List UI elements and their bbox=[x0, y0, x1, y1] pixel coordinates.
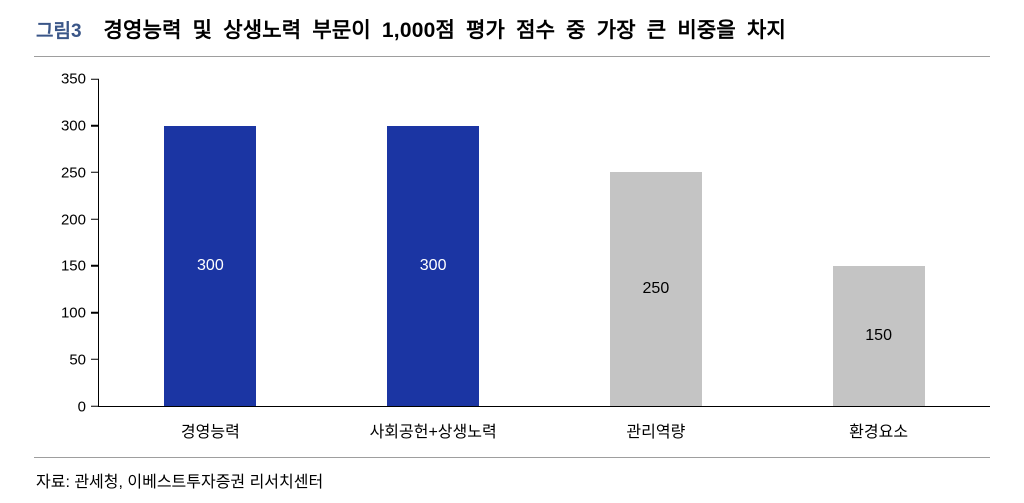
bar-1: 300 bbox=[164, 125, 257, 406]
y-tick-mark bbox=[91, 78, 99, 80]
y-tick-mark bbox=[91, 405, 99, 407]
y-tick-mark bbox=[91, 265, 99, 267]
bar-value-label: 250 bbox=[642, 280, 670, 298]
y-tick-mark bbox=[91, 171, 99, 174]
y-tick-mark bbox=[91, 124, 99, 127]
y-tick-label: 250 bbox=[60, 164, 86, 182]
footer-divider bbox=[34, 457, 990, 458]
x-category-label: 환경요소 bbox=[849, 424, 909, 441]
bar-2: 300 bbox=[387, 125, 480, 406]
y-tick-label: 200 bbox=[60, 211, 86, 229]
y-tick-label: 150 bbox=[60, 257, 86, 275]
y-tick-label: 50 bbox=[69, 351, 86, 369]
source-text: 자료: 관세청, 이베스트투자증권 리서치센터 bbox=[36, 474, 324, 491]
report-figure-page: 그림3 경영능력 및 상생노력 부문이 1,000점 평가 점수 중 가장 큰 … bbox=[34, 10, 990, 491]
figure-header: 그림3 경영능력 및 상생노력 부문이 1,000점 평가 점수 중 가장 큰 … bbox=[34, 10, 990, 57]
y-tick-label: 0 bbox=[77, 398, 86, 416]
y-tick-label: 100 bbox=[60, 304, 86, 322]
bar-value-label: 300 bbox=[197, 256, 224, 274]
y-tick-label: 300 bbox=[60, 117, 86, 135]
bar-value-label: 300 bbox=[419, 256, 447, 274]
y-tick-label: 350 bbox=[60, 70, 86, 88]
bar-4: 150 bbox=[832, 265, 925, 406]
x-category-label: 사회공헌+상생노력 bbox=[369, 424, 497, 441]
plot-area: 300 경영능력 300 사회공헌+상생노력 250 관리역량 150 환경요소 bbox=[91, 78, 990, 441]
bar-3: 250 bbox=[609, 172, 702, 406]
y-tick-mark bbox=[91, 358, 99, 361]
bar-value-label: 150 bbox=[865, 326, 892, 344]
y-tick-mark bbox=[91, 218, 99, 220]
bar-chart: 0 50 100 150 200 250 300 350 300 경영능력 300 사회공헌+상생노… bbox=[34, 65, 990, 457]
y-tick-mark bbox=[91, 311, 99, 314]
x-category-label: 관리역량 bbox=[626, 424, 686, 441]
figure-number-label: 그림3 bbox=[36, 21, 82, 42]
figure-title: 경영능력 및 상생노력 부문이 1,000점 평가 점수 중 가장 큰 비중을 … bbox=[103, 19, 786, 42]
y-axis-labels: 0 50 100 150 200 250 300 350 bbox=[34, 72, 86, 415]
x-category-label: 경영능력 bbox=[180, 424, 240, 441]
